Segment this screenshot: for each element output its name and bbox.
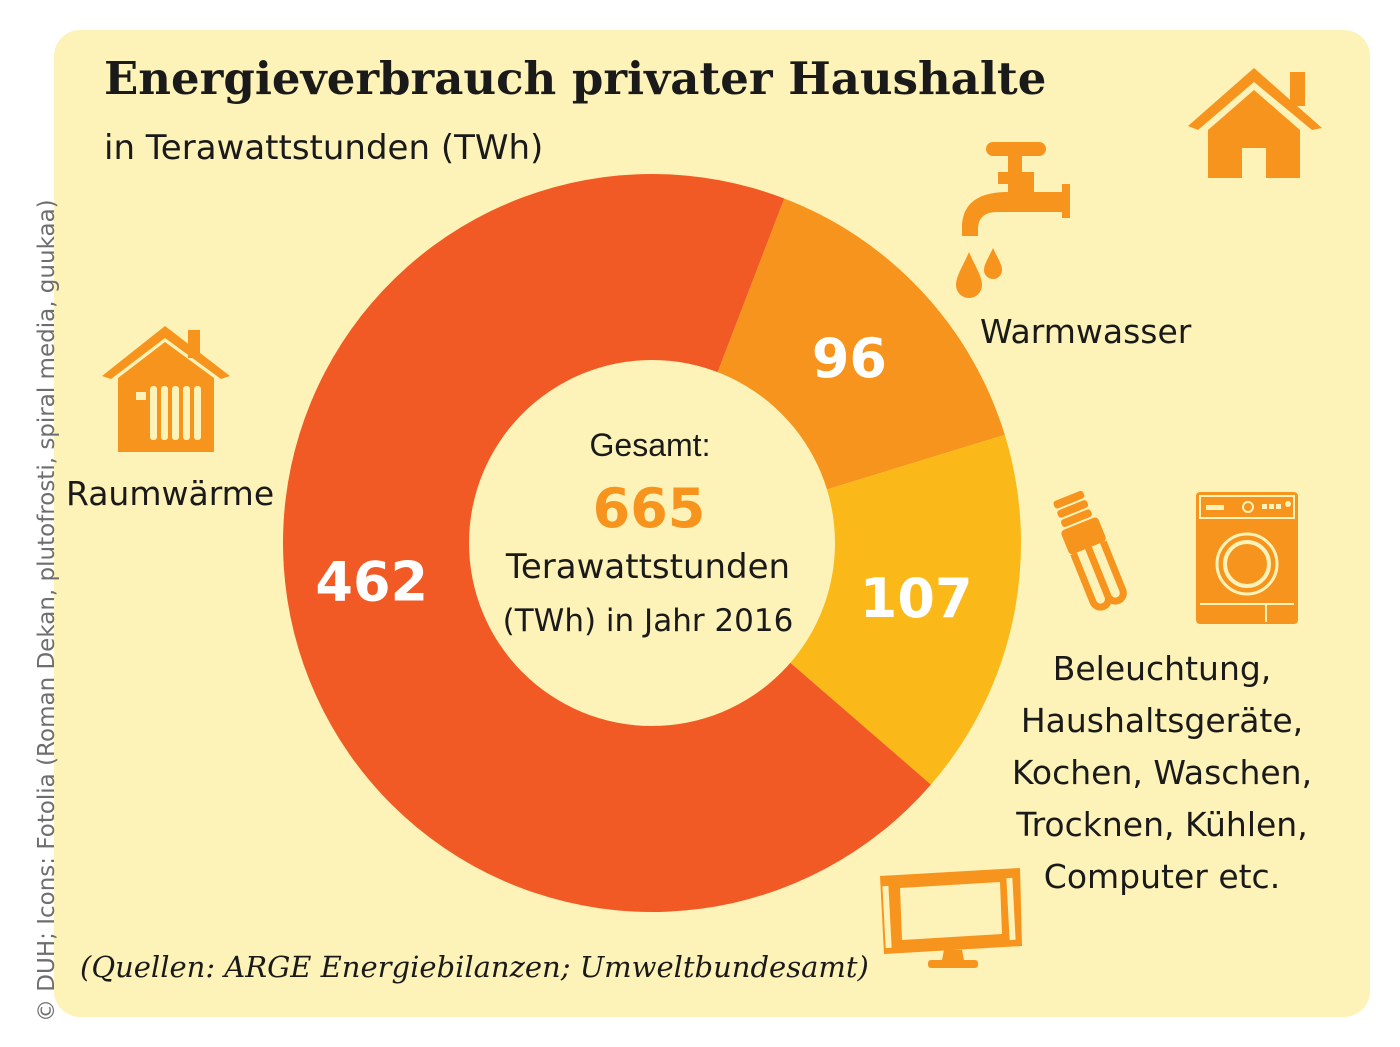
center-unit-line2: (TWh) in Jahr 2016	[503, 603, 794, 639]
center-total: 665	[593, 477, 706, 540]
value-label-warmwasser: 96	[812, 327, 887, 390]
label-beleuchtung: Beleuchtung, Haushaltsgeräte, Kochen, Wa…	[1011, 649, 1313, 896]
washing-machine-icon	[1196, 492, 1298, 624]
value-label-raumwaerme: 462	[315, 550, 428, 613]
source-note: (Quellen: ARGE Energiebilanzen; Umweltbu…	[80, 950, 869, 984]
radiator-house-icon	[102, 326, 230, 452]
tv-icon	[880, 868, 1022, 968]
label-raumwaerme: Raumwärme	[66, 474, 275, 513]
chart-title: Energieverbrauch privater Haushalte	[104, 52, 1047, 105]
donut-hole	[469, 360, 835, 726]
faucet-icon	[956, 142, 1070, 298]
light-bulb-icon	[1053, 490, 1127, 611]
house-icon	[1188, 68, 1322, 178]
value-label-beleuchtung: 107	[860, 567, 973, 630]
label-warmwasser: Warmwasser	[980, 312, 1192, 351]
center-label: Gesamt:	[590, 427, 711, 463]
center-unit-line1: Terawattstunden	[505, 547, 790, 587]
chart-subtitle: in Terawattstunden (TWh)	[104, 128, 544, 168]
